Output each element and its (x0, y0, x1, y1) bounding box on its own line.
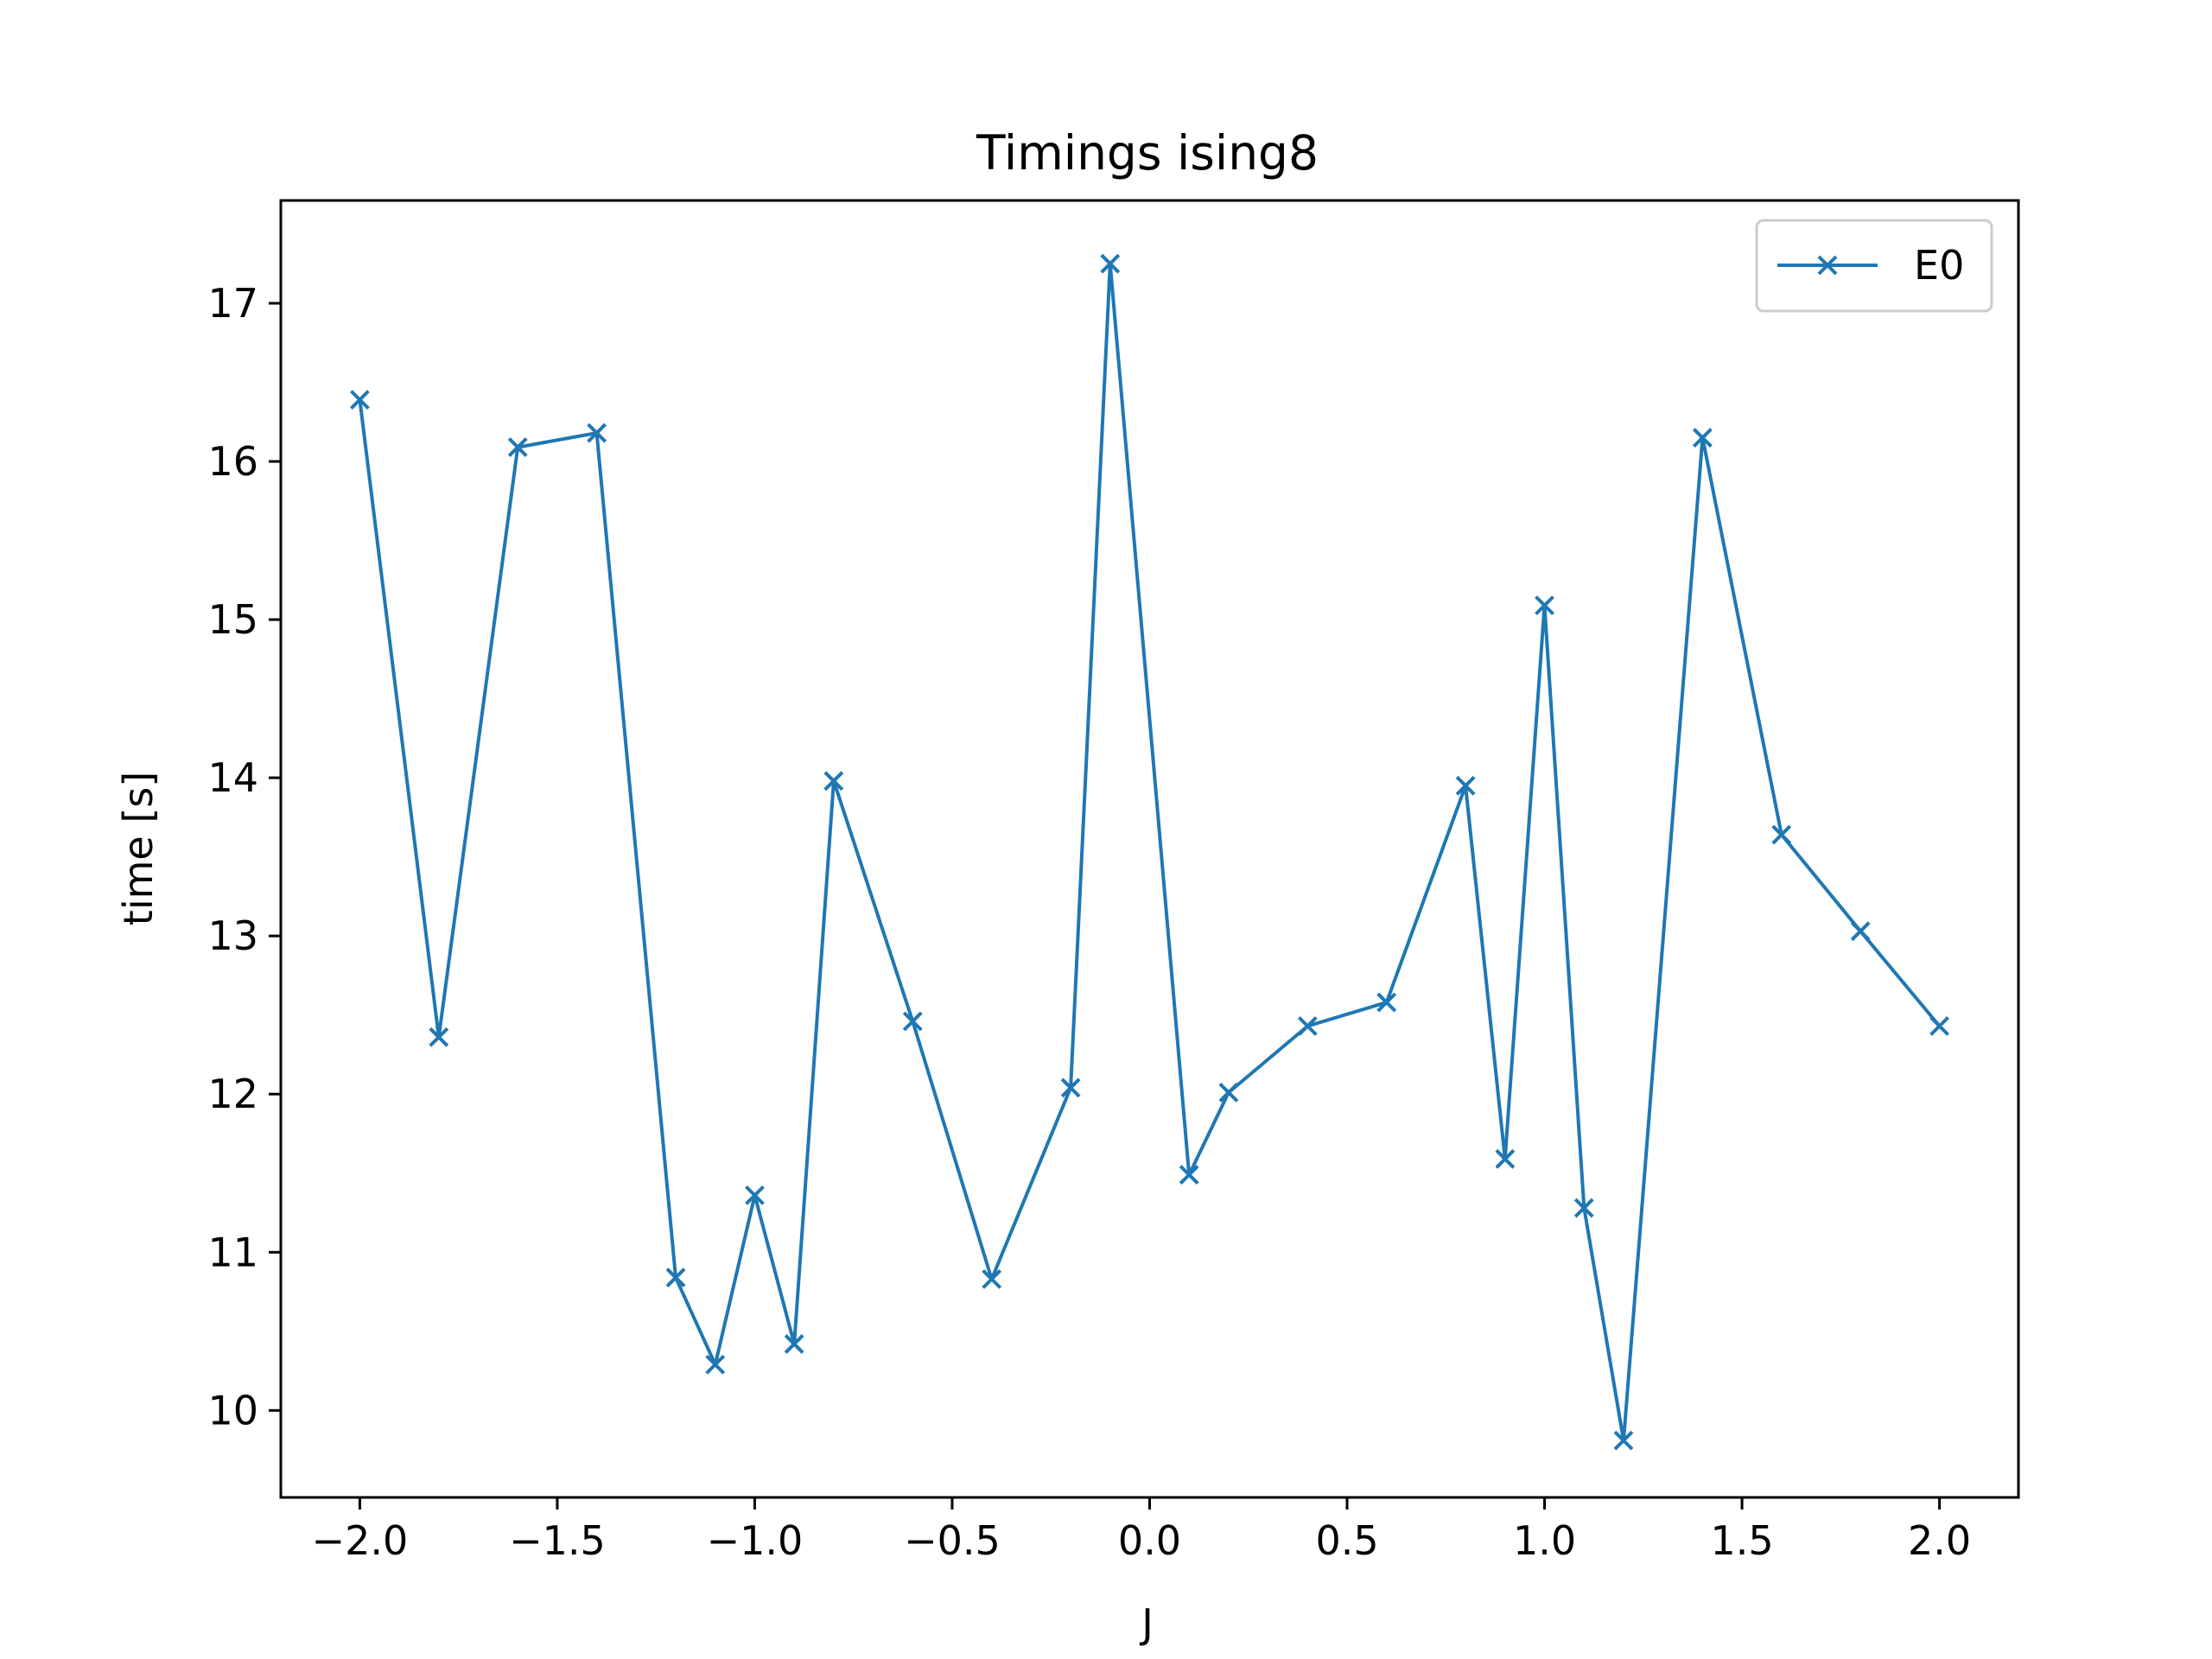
data-point-marker (1455, 775, 1476, 796)
data-point-marker (507, 437, 528, 457)
x-tick-label: 0.5 (1315, 1517, 1378, 1564)
y-tick-label: 15 (207, 596, 258, 643)
data-point-marker (1535, 595, 1554, 616)
x-tick-label: −2.0 (312, 1517, 409, 1564)
legend-marker-x (1817, 255, 1838, 276)
y-tick-label: 14 (207, 754, 258, 801)
data-point-marker (982, 1268, 1002, 1289)
legend: E0 (1755, 219, 1993, 313)
data-point-marker (1179, 1165, 1199, 1185)
data-point-marker (1929, 1016, 1950, 1036)
y-tick-label: 17 (207, 280, 258, 327)
data-point-marker (823, 771, 844, 791)
y-axis: 10 11 12 13 14 15 16 17 (207, 280, 281, 1433)
data-point-marker (1060, 1077, 1081, 1098)
y-tick-label: 16 (207, 438, 258, 485)
data-point-marker (1850, 921, 1871, 942)
x-tick-label: 0.0 (1118, 1517, 1181, 1564)
data-point-marker (1376, 992, 1397, 1013)
data-point-marker (349, 390, 370, 410)
data-point-marker (1297, 1016, 1318, 1036)
y-tick-label: 12 (207, 1071, 258, 1117)
data-point-marker (1613, 1430, 1634, 1451)
series-line-E0 (358, 262, 1942, 1443)
data-point-marker (1495, 1148, 1516, 1169)
data-point-marker (1218, 1082, 1239, 1103)
x-tick-label: 2.0 (1908, 1517, 1971, 1564)
x-axis-label: J (1139, 1600, 1154, 1647)
data-point-marker (665, 1268, 686, 1287)
legend-label: E0 (1914, 242, 1964, 289)
x-tick-label: −1.5 (509, 1517, 606, 1564)
plot-area (349, 253, 1950, 1451)
data-point-marker (429, 1027, 449, 1047)
data-point-marker (705, 1354, 726, 1375)
data-point-marker (587, 423, 607, 443)
x-tick-label: 1.5 (1710, 1517, 1773, 1564)
x-axis: −2.0 −1.5 −1.0 −0.5 0.0 0.5 1.0 1.5 2.0 (312, 1497, 1971, 1564)
y-tick-label: 11 (207, 1229, 258, 1275)
data-point-marker (1100, 253, 1121, 274)
data-point-marker (745, 1185, 765, 1205)
data-point-marker (1692, 428, 1713, 448)
data-point-marker (1573, 1198, 1594, 1218)
x-tick-label: 1.0 (1513, 1517, 1576, 1564)
y-tick-label: 10 (207, 1387, 258, 1433)
x-tick-label: −0.5 (904, 1517, 1001, 1564)
y-tick-label: 13 (207, 912, 258, 959)
data-point-marker (902, 1011, 923, 1032)
data-point-marker (1771, 824, 1792, 845)
chart-title: Timings ising8 (976, 125, 1319, 181)
x-tick-label: −1.0 (707, 1517, 804, 1564)
y-axis-label: time [s] (115, 772, 162, 925)
data-point-marker (784, 1334, 804, 1354)
